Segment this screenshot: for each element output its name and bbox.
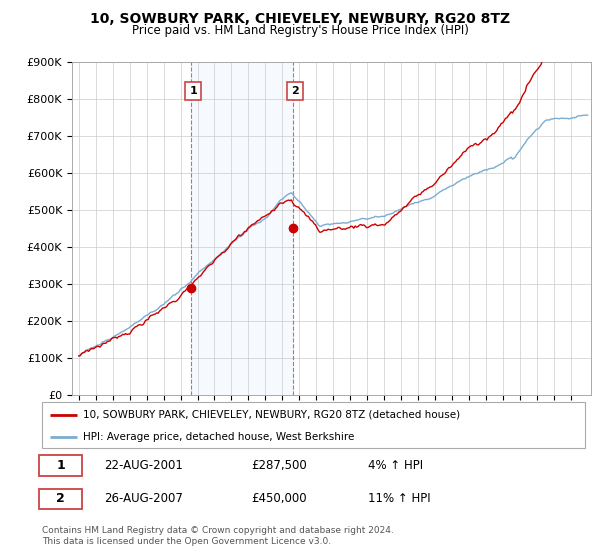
Text: 10, SOWBURY PARK, CHIEVELEY, NEWBURY, RG20 8TZ (detached house): 10, SOWBURY PARK, CHIEVELEY, NEWBURY, RG… [83, 410, 460, 420]
Text: Price paid vs. HM Land Registry's House Price Index (HPI): Price paid vs. HM Land Registry's House … [131, 24, 469, 37]
Text: 2: 2 [56, 492, 65, 505]
Text: Contains HM Land Registry data © Crown copyright and database right 2024.
This d: Contains HM Land Registry data © Crown c… [42, 526, 394, 546]
Text: 10, SOWBURY PARK, CHIEVELEY, NEWBURY, RG20 8TZ: 10, SOWBURY PARK, CHIEVELEY, NEWBURY, RG… [90, 12, 510, 26]
Text: 1: 1 [189, 86, 197, 96]
Text: £287,500: £287,500 [251, 459, 307, 472]
Text: HPI: Average price, detached house, West Berkshire: HPI: Average price, detached house, West… [83, 432, 354, 441]
Bar [191, 62, 293, 395]
FancyBboxPatch shape [42, 402, 585, 448]
Text: 4% ↑ HPI: 4% ↑ HPI [368, 459, 423, 472]
FancyBboxPatch shape [39, 455, 82, 476]
Text: 11% ↑ HPI: 11% ↑ HPI [368, 492, 430, 505]
Text: £450,000: £450,000 [251, 492, 307, 505]
Text: 2: 2 [291, 86, 299, 96]
FancyBboxPatch shape [39, 488, 82, 509]
Text: 26-AUG-2007: 26-AUG-2007 [104, 492, 184, 505]
Text: 1: 1 [56, 459, 65, 472]
Text: 22-AUG-2001: 22-AUG-2001 [104, 459, 184, 472]
